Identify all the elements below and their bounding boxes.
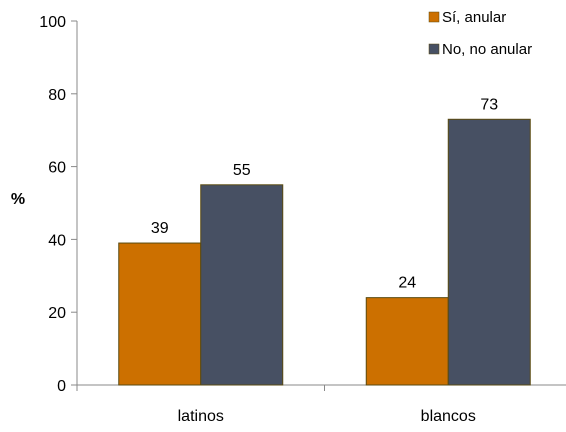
x-axis: latinos blancos: [76, 384, 566, 425]
y-axis-title: %: [11, 191, 25, 208]
data-label: 24: [398, 275, 416, 292]
legend: Sí, anular No, no anular: [428, 9, 532, 58]
legend-swatch: [428, 11, 440, 23]
data-label: 39: [151, 220, 169, 237]
legend-label: Sí, anular: [442, 9, 506, 26]
y-tick-label: 40: [48, 232, 66, 249]
data-labels: 39 55 24 73: [151, 96, 498, 291]
legend-label: No, no anular: [442, 41, 532, 58]
y-tick-label: 20: [48, 305, 66, 322]
x-tick-label: latinos: [178, 408, 224, 425]
y-tick-label: 100: [39, 14, 66, 31]
y-tick-label: 0: [57, 378, 66, 395]
y-tick-label: 60: [48, 160, 66, 177]
bar: [200, 184, 284, 386]
x-tick-label: blancos: [421, 408, 476, 425]
data-label: 73: [480, 96, 498, 113]
data-label: 55: [233, 162, 251, 179]
bar: [365, 297, 449, 386]
bar: [447, 118, 531, 386]
bar: [118, 242, 202, 386]
y-axis: 0 20 40 60 80 100: [39, 14, 78, 395]
y-tick-label: 80: [48, 87, 66, 104]
bars: [118, 118, 531, 386]
legend-swatch: [428, 43, 440, 55]
